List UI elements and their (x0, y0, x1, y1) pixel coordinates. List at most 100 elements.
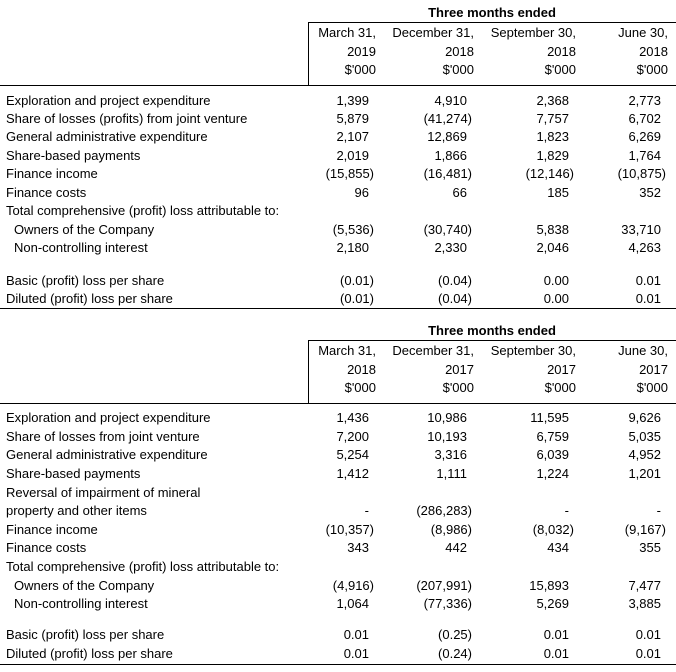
row-label: Finance costs (6, 540, 87, 555)
row-label: Share-based payments (6, 148, 141, 163)
cell-value: (16,481) (423, 166, 472, 181)
cell-value: 0.01 (635, 291, 661, 306)
cell-value: 6,269 (628, 129, 661, 144)
cell-value: 5,838 (536, 222, 569, 237)
cell-value: (0.04) (438, 273, 472, 288)
cell-value: 12,869 (427, 129, 467, 144)
row-label: Share of losses from joint venture (6, 429, 200, 444)
cell-value: 0.01 (635, 627, 661, 642)
cell-value: 1,866 (434, 148, 467, 163)
column-header: 2017 (547, 361, 576, 377)
cell-value: - (656, 503, 661, 518)
rule (0, 664, 676, 665)
rule (308, 340, 309, 403)
cell-value: 5,269 (536, 596, 569, 611)
row-label: General administrative expenditure (6, 447, 208, 462)
cell-value: 1,399 (336, 93, 369, 108)
row-label: Finance costs (6, 185, 87, 200)
rule (308, 22, 676, 23)
column-header: $'000 (344, 62, 376, 77)
cell-value: 434 (547, 540, 569, 555)
table-header: Three months ended (428, 323, 556, 338)
cell-value: 352 (639, 185, 661, 200)
cell-value: 442 (445, 540, 467, 555)
column-header: $'000 (544, 62, 576, 77)
cell-value: 66 (452, 185, 467, 200)
cell-value: (0.01) (340, 291, 374, 306)
column-header: 2017 (445, 361, 474, 377)
cell-value: 0.01 (543, 646, 569, 661)
row-label: General administrative expenditure (6, 129, 208, 144)
column-header: September 30, (490, 343, 576, 358)
cell-value: 0.00 (543, 273, 569, 288)
row-label: Diluted (profit) loss per share (6, 291, 173, 306)
rule (0, 85, 676, 86)
column-header: $'000 (442, 380, 474, 395)
cell-value: 5,035 (628, 429, 661, 444)
cell-value: (207,991) (416, 578, 472, 593)
column-header: December 31, (392, 343, 474, 358)
column-header: $'000 (636, 380, 668, 395)
cell-value: (4,916) (332, 578, 374, 593)
cell-value: 3,885 (628, 596, 661, 611)
cell-value: 11,595 (530, 410, 569, 425)
cell-value: 2,330 (434, 240, 467, 255)
row-label: Total comprehensive (profit) loss attrib… (6, 203, 280, 218)
cell-value: 2,019 (336, 148, 369, 163)
row-label: Diluted (profit) loss per share (6, 646, 173, 661)
cell-value: 15,893 (529, 578, 569, 593)
cell-value: 10,193 (427, 429, 467, 444)
cell-value: 0.01 (343, 646, 369, 661)
cell-value: 0.01 (635, 646, 661, 661)
rule (308, 340, 676, 341)
row-label: Share of losses (profits) from joint ven… (6, 111, 248, 126)
cell-value: (12,146) (525, 166, 574, 181)
cell-value: 4,952 (628, 447, 661, 462)
column-header: $'000 (344, 380, 376, 395)
row-label: Basic (profit) loss per share (6, 627, 165, 642)
cell-value: - (364, 503, 369, 518)
column-header: 2018 (639, 43, 668, 59)
cell-value: (8,032) (532, 522, 574, 537)
column-header: September 30, (490, 25, 576, 40)
cell-value: 1,764 (628, 148, 661, 163)
cell-value: - (564, 503, 569, 518)
column-header: 2019 (347, 43, 376, 59)
row-label: Owners of the Company (14, 222, 155, 237)
cell-value: (0.01) (340, 273, 374, 288)
row-label: Owners of the Company (14, 578, 155, 593)
cell-value: 1,823 (536, 129, 569, 144)
cell-value: 1,829 (536, 148, 569, 163)
cell-value: 10,986 (427, 410, 467, 425)
cell-value: 7,200 (336, 429, 369, 444)
cell-value: 1,436 (336, 410, 369, 425)
cell-value: 0.00 (543, 291, 569, 306)
cell-value: 5,879 (336, 111, 369, 126)
cell-value: (5,536) (332, 222, 374, 237)
rule (0, 308, 676, 309)
cell-value: 2,773 (628, 93, 661, 108)
cell-value: (0.24) (438, 646, 472, 661)
cell-value: 6,702 (628, 111, 661, 126)
cell-value: (286,283) (416, 503, 472, 518)
row-label: Finance income (6, 522, 98, 537)
cell-value: 7,477 (628, 578, 661, 593)
column-header: March 31, (318, 25, 376, 40)
cell-value: (15,855) (325, 166, 374, 181)
cell-value: (77,336) (423, 596, 472, 611)
column-header: 2018 (347, 361, 376, 377)
cell-value: 1,201 (628, 466, 661, 481)
cell-value: 96 (354, 185, 369, 200)
cell-value: 5,254 (336, 447, 369, 462)
row-label: Basic (profit) loss per share (6, 273, 165, 288)
row-label: Reversal of impairment of mineral (6, 485, 201, 500)
cell-value: 9,626 (628, 410, 661, 425)
cell-value: (0.04) (438, 291, 472, 306)
column-header: June 30, (618, 25, 668, 40)
row-label: Share-based payments (6, 466, 141, 481)
cell-value: (41,274) (423, 111, 472, 126)
cell-value: (30,740) (423, 222, 472, 237)
cell-value: 6,039 (536, 447, 569, 462)
row-label: Total comprehensive (profit) loss attrib… (6, 559, 280, 574)
cell-value: (0.25) (438, 627, 472, 642)
